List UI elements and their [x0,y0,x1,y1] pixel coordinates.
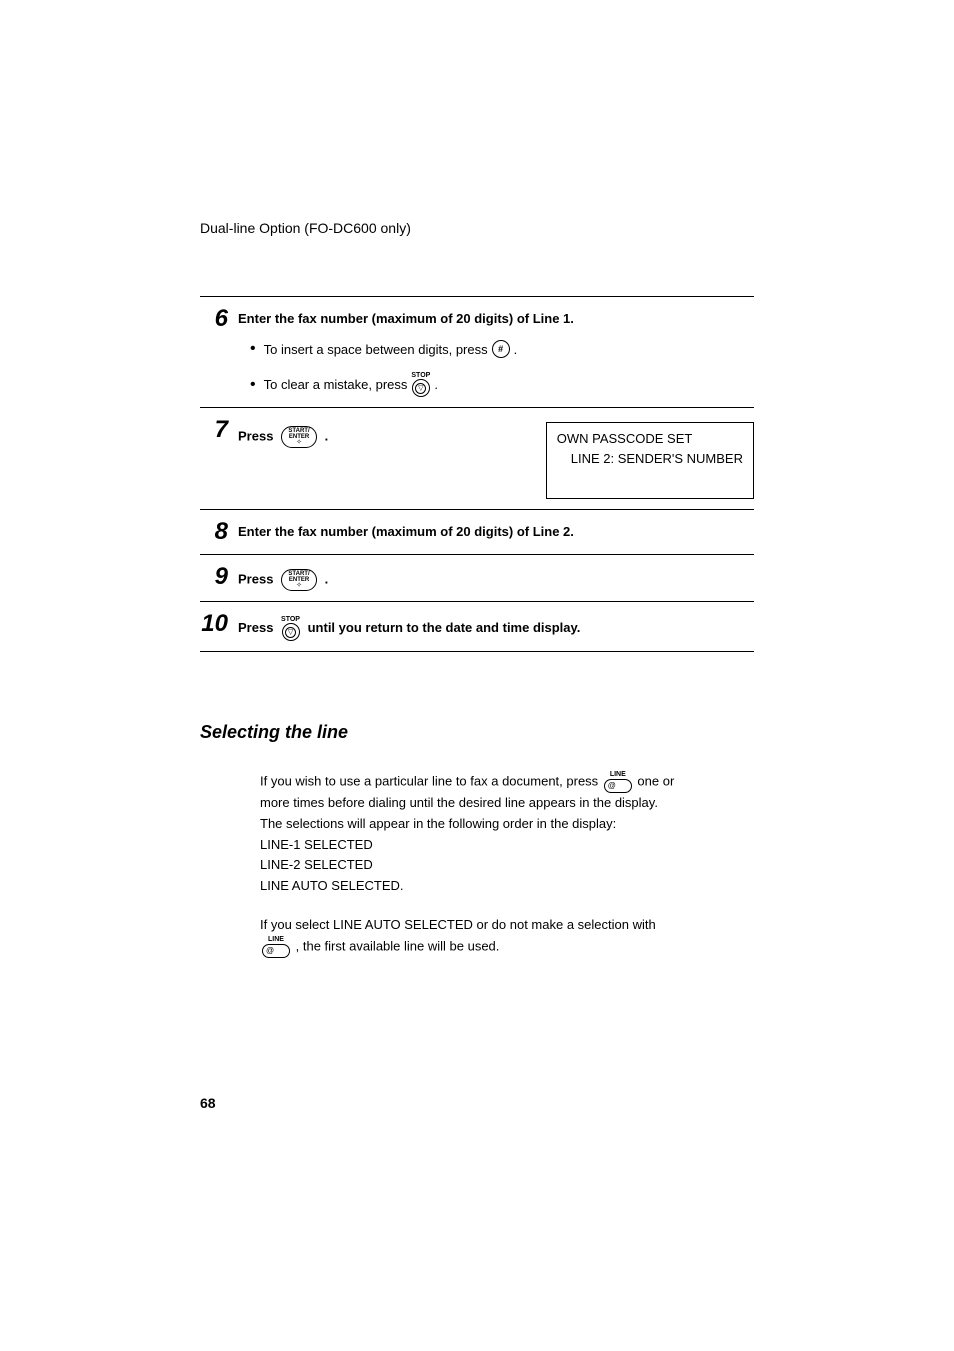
para2-b: , the first available line will be used. [296,938,500,953]
step-10: 10 Press STOP ▽ until you return to the … [200,602,754,651]
stop-button-icon: STOP ▽ [411,372,430,397]
line-button-icon: LINE @ [604,771,632,793]
lcd-display-box: OWN PASSCODE SET LINE 2: SENDER'S NUMBER [546,422,754,499]
step-number-6: 6 [200,307,238,331]
lcd-line-1: OWN PASSCODE SET [557,429,743,449]
bullet-icon: • [250,340,256,358]
step-6-b1-post: . [514,342,518,357]
section-heading-selecting-line: Selecting the line [200,722,754,743]
step-6-title: Enter the fax number (maximum of 20 digi… [238,311,754,326]
pound-key-icon: # [492,340,510,358]
stop-button-icon: STOP ▽ [281,616,300,641]
step-number-10: 10 [200,612,238,636]
step-number-7: 7 [200,418,238,442]
paragraph-1: If you wish to use a particular line to … [260,771,680,897]
step-10-rest: until you return to the date and time di… [308,620,581,635]
para1-line1: LINE-1 SELECTED [260,837,373,852]
step-7: 7 Press START/ ENTER ✧ . OWN PASSCODE SE… [200,408,754,509]
para1-line2: LINE-2 SELECTED [260,857,373,872]
step-number-8: 8 [200,520,238,544]
step-7-press: Press [238,428,277,443]
para2-a: If you select LINE AUTO SELECTED or do n… [260,917,656,932]
step-7-dot: . [325,428,329,443]
page-header: Dual-line Option (FO-DC600 only) [200,220,754,236]
line-button-icon: LINE @ [262,936,290,958]
step-6-b1-pre: To insert a space between digits, press [264,342,488,357]
step-8-title: Enter the fax number (maximum of 20 digi… [238,524,754,539]
para1-a: If you wish to use a particular line to … [260,773,602,788]
step-10-press: Press [238,620,277,635]
step-6-b2-post: . [434,377,438,392]
bullet-icon: • [250,376,256,394]
step-number-9: 9 [200,565,238,589]
step-6-b2-pre: To clear a mistake, press [264,377,408,392]
step-6-bullet-2: • To clear a mistake, press STOP ▽ . [250,372,754,397]
page-number: 68 [200,1095,216,1111]
paragraph-2: If you select LINE AUTO SELECTED or do n… [260,915,680,958]
step-8: 8 Enter the fax number (maximum of 20 di… [200,510,754,554]
para1-line3: LINE AUTO SELECTED. [260,878,404,893]
start-enter-button-icon: START/ ENTER ✧ [281,426,317,448]
step-9-dot: . [325,571,329,586]
start-enter-button-icon: START/ ENTER ✧ [281,569,317,591]
step-9-press: Press [238,571,277,586]
lcd-line-2: LINE 2: SENDER'S NUMBER [557,449,743,469]
rule [200,651,754,652]
step-9: 9 Press START/ ENTER ✧ . [200,555,754,601]
step-6: 6 Enter the fax number (maximum of 20 di… [200,297,754,407]
step-6-bullet-1: • To insert a space between digits, pres… [250,340,754,358]
